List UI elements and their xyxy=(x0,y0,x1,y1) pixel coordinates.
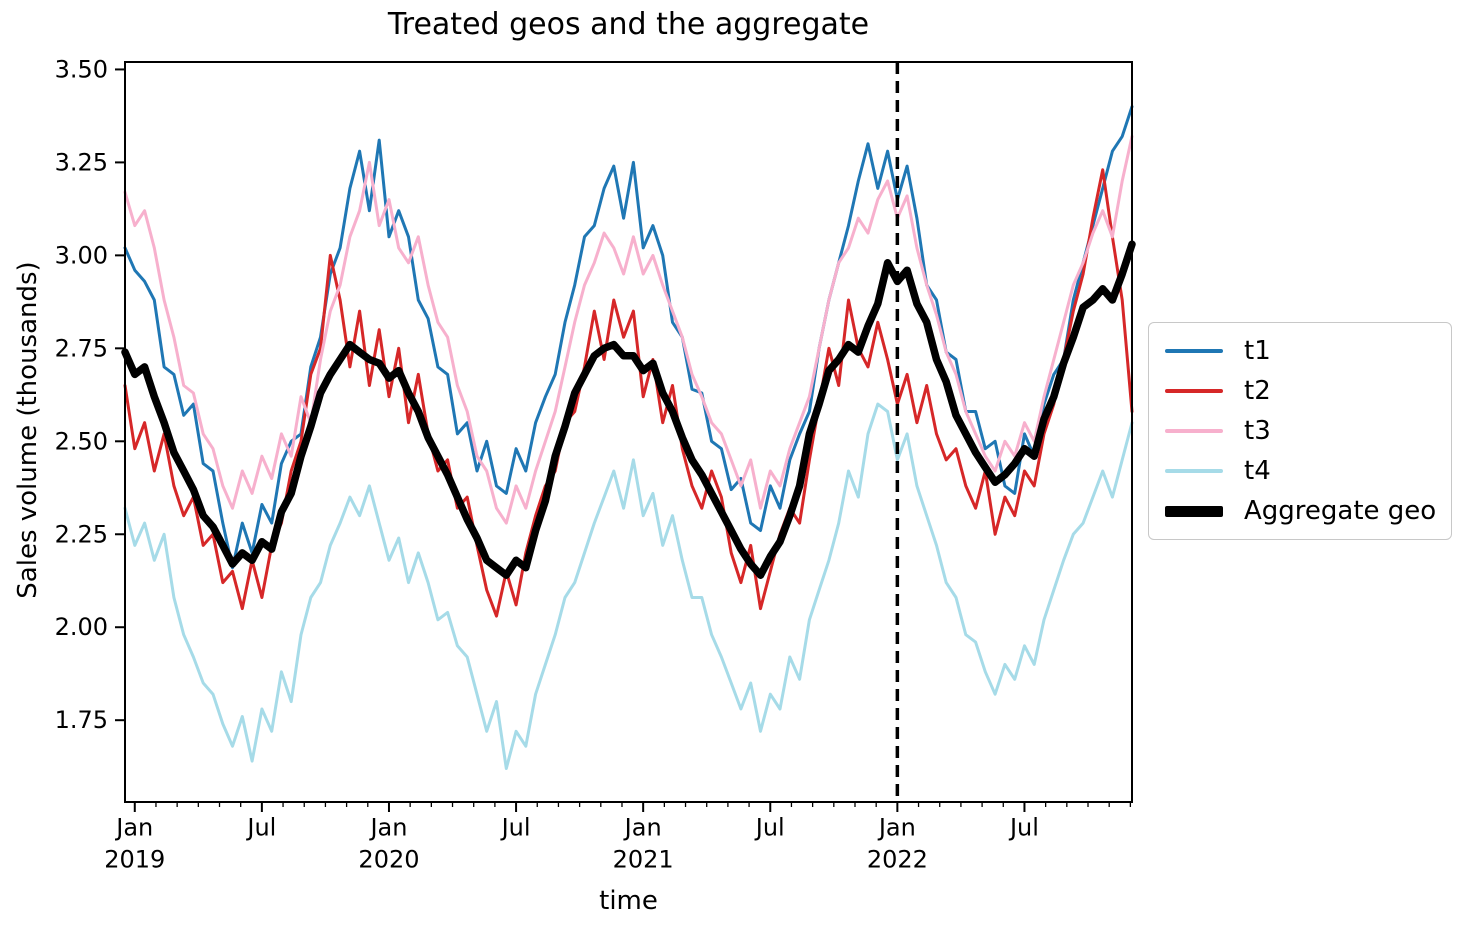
legend-label: t4 xyxy=(1244,456,1271,486)
legend-item: Aggregate geo xyxy=(1165,496,1443,526)
svg-text:Jan: Jan xyxy=(877,814,916,842)
legend-line-swatch-t3 xyxy=(1165,429,1223,433)
svg-text:2019: 2019 xyxy=(104,846,165,874)
legend-line-swatch-t4 xyxy=(1165,469,1223,473)
svg-text:2.75: 2.75 xyxy=(55,334,108,362)
legend-item: t4 xyxy=(1165,456,1443,486)
svg-text:2022: 2022 xyxy=(867,846,928,874)
svg-text:2.25: 2.25 xyxy=(55,520,108,548)
legend-line-swatch-t2 xyxy=(1165,389,1223,393)
svg-text:3.25: 3.25 xyxy=(55,148,108,176)
legend-label: Aggregate geo xyxy=(1244,496,1437,526)
svg-text:1.75: 1.75 xyxy=(55,706,108,734)
svg-text:Jul: Jul xyxy=(245,814,276,842)
svg-text:Jul: Jul xyxy=(1008,814,1039,842)
svg-text:Jan: Jan xyxy=(623,814,662,842)
svg-text:Jan: Jan xyxy=(114,814,153,842)
svg-text:2020: 2020 xyxy=(358,846,419,874)
legend-label: t2 xyxy=(1244,376,1271,406)
legend-label: t3 xyxy=(1244,416,1271,446)
svg-text:2.50: 2.50 xyxy=(55,427,108,455)
svg-text:3.50: 3.50 xyxy=(55,55,108,83)
x-axis-label: time xyxy=(599,886,658,916)
legend-item: t1 xyxy=(1165,336,1443,366)
legend: t1 t2 t3 t4 Aggregate geo xyxy=(1148,322,1452,540)
svg-text:Jan: Jan xyxy=(368,814,407,842)
legend-label: t1 xyxy=(1244,336,1271,366)
svg-text:2021: 2021 xyxy=(613,846,674,874)
svg-text:2.00: 2.00 xyxy=(55,613,108,641)
chart-title: Treated geos and the aggregate xyxy=(387,7,870,42)
svg-text:3.00: 3.00 xyxy=(55,241,108,269)
svg-text:Jul: Jul xyxy=(754,814,785,842)
legend-item: t3 xyxy=(1165,416,1443,446)
legend-line-swatch-aggregate xyxy=(1165,505,1223,517)
legend-line-swatch-t1 xyxy=(1165,349,1223,353)
svg-text:Jul: Jul xyxy=(500,814,531,842)
legend-item: t2 xyxy=(1165,376,1443,406)
